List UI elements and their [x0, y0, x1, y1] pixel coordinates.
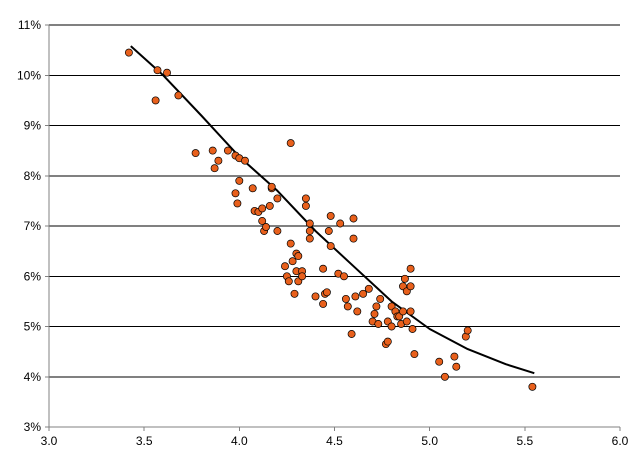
- trendline-curve: [130, 45, 535, 375]
- data-point: [406, 264, 415, 273]
- data-point: [463, 326, 472, 335]
- x-tick-label: 3.5: [136, 434, 153, 448]
- data-point: [305, 219, 314, 228]
- data-point: [281, 262, 289, 271]
- x-tick-label: 3.0: [41, 434, 58, 448]
- data-point: [364, 284, 373, 293]
- data-point: [319, 299, 328, 308]
- data-point: [153, 66, 162, 75]
- y-tick-label: 5%: [24, 320, 42, 334]
- data-point: [347, 330, 356, 338]
- data-point: [326, 211, 335, 220]
- data-point: [124, 48, 133, 57]
- y-tick-label: 8%: [24, 169, 42, 183]
- data-point: [273, 227, 282, 235]
- data-point: [336, 219, 345, 228]
- data-point: [343, 302, 352, 311]
- data-point: [298, 272, 307, 281]
- data-point: [353, 307, 362, 316]
- data-point: [288, 257, 297, 266]
- data-point: [406, 282, 415, 291]
- data-point: [265, 201, 274, 210]
- data-point: [452, 362, 461, 371]
- data-points: [124, 48, 537, 391]
- data-point: [305, 234, 314, 243]
- trendline: [130, 45, 535, 375]
- data-point: [174, 91, 183, 100]
- x-tick-label: 5.0: [421, 434, 438, 448]
- data-point: [326, 242, 335, 251]
- axis-ticks: 3% 4% 5% 6% 7% 8% 9% 10% 11% 3.0 3.5 4.0 4.5 5.0 5.5 6.…: [17, 18, 629, 448]
- y-tick-label: 10%: [17, 68, 41, 82]
- data-point: [191, 149, 200, 158]
- x-tick-label: 4.0: [231, 434, 248, 448]
- data-point: [376, 294, 385, 303]
- data-point: [370, 309, 379, 318]
- data-point: [151, 96, 160, 105]
- data-point: [387, 322, 396, 331]
- data-point: [305, 227, 314, 235]
- y-tick-label: 9%: [24, 119, 42, 133]
- data-point: [374, 320, 383, 328]
- data-point: [341, 294, 350, 303]
- data-point: [399, 307, 407, 316]
- y-tick-label: 7%: [24, 219, 42, 233]
- data-point: [400, 274, 409, 283]
- y-tick-label: 11%: [18, 18, 41, 32]
- data-point: [435, 357, 444, 366]
- data-point: [372, 302, 381, 311]
- y-tick-label: 3%: [24, 420, 42, 434]
- data-point: [406, 307, 415, 316]
- data-point: [273, 194, 282, 203]
- data-point: [349, 214, 358, 223]
- data-point: [311, 292, 320, 301]
- x-tick-label: 4.5: [326, 434, 343, 448]
- data-point: [340, 272, 348, 281]
- data-point: [290, 289, 299, 298]
- data-point: [402, 317, 411, 326]
- data-point: [235, 176, 244, 185]
- data-point: [258, 204, 267, 213]
- data-point: [286, 239, 295, 248]
- data-point: [410, 350, 419, 359]
- data-point: [450, 352, 459, 361]
- data-point: [383, 337, 392, 346]
- data-point: [301, 201, 310, 210]
- data-point: [351, 292, 360, 301]
- x-tick-label: 6.0: [612, 434, 629, 448]
- data-point: [294, 252, 303, 261]
- data-point: [241, 156, 249, 165]
- data-point: [223, 146, 232, 155]
- data-point: [258, 217, 267, 225]
- data-point: [528, 382, 537, 391]
- data-point: [284, 277, 293, 286]
- data-point: [440, 372, 449, 381]
- data-point: [214, 156, 223, 165]
- data-point: [319, 264, 328, 273]
- data-point: [359, 289, 368, 298]
- x-tick-label: 5.5: [516, 434, 533, 448]
- data-point: [301, 194, 310, 203]
- data-point: [286, 139, 295, 148]
- y-tick-label: 4%: [24, 370, 42, 384]
- data-point: [210, 164, 219, 173]
- data-point: [233, 199, 242, 208]
- data-point: [262, 223, 270, 231]
- data-point: [349, 234, 358, 243]
- gridlines: [49, 24, 620, 428]
- y-tick-label: 6%: [24, 269, 42, 283]
- data-point: [322, 288, 331, 297]
- data-point: [208, 146, 217, 155]
- data-point: [231, 189, 240, 198]
- data-point: [248, 184, 257, 193]
- data-point: [163, 68, 171, 77]
- data-point: [267, 182, 276, 191]
- data-point: [408, 325, 417, 333]
- data-point: [324, 227, 333, 235]
